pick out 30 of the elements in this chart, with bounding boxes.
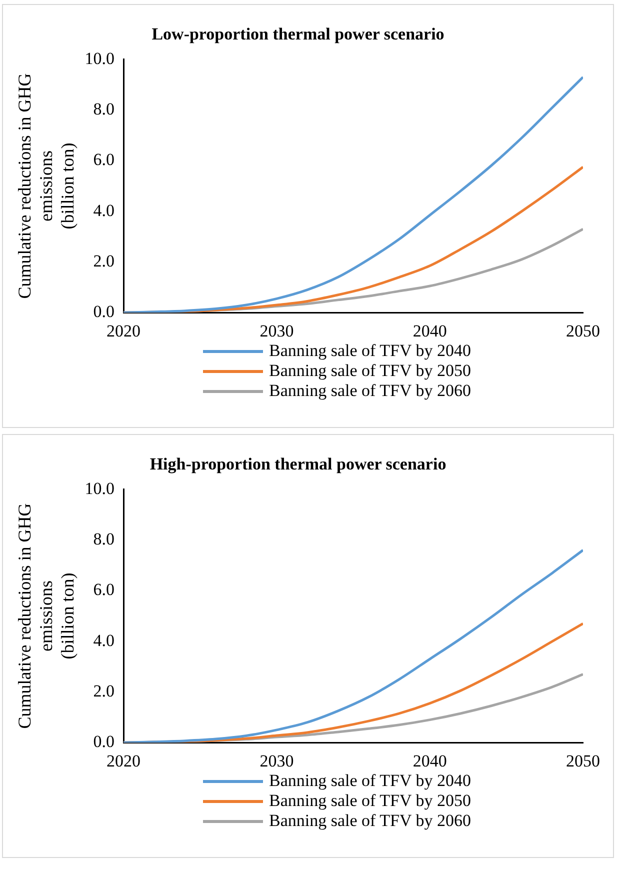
y-tick-label: 8.0 (93, 100, 115, 119)
legend-label: Banning sale of TFV by 2050 (269, 361, 471, 381)
y-tick-label: 0.0 (93, 302, 115, 322)
y-tick-label: 0.0 (93, 732, 115, 752)
legend-label: Banning sale of TFV by 2040 (269, 771, 471, 791)
x-tick-label: 2050 (566, 321, 600, 340)
y-tick-label: 10.0 (84, 48, 115, 68)
legend-label: Banning sale of TFV by 2060 (269, 381, 471, 401)
x-tick-label: 2030 (260, 321, 294, 340)
x-tick-label: 2020 (106, 321, 141, 340)
y-tick-label: 4.0 (93, 630, 115, 650)
legend-label: Banning sale of TFV by 2050 (269, 791, 471, 811)
x-tick-label: 2020 (106, 751, 141, 770)
legend-label: Banning sale of TFV by 2040 (269, 341, 471, 361)
y-tick-label: 2.0 (93, 251, 115, 270)
y-tick-label: 8.0 (93, 530, 115, 549)
y-tick-label: 4.0 (93, 200, 115, 220)
y-axis-title: Cumulative reductions in GHG emissions (billion ton) (14, 73, 78, 299)
y-tick-label: 10.0 (84, 478, 115, 498)
y-tick-label: 6.0 (93, 580, 115, 600)
x-tick-label: 2040 (412, 321, 447, 340)
legend-label: Banning sale of TFV by 2060 (269, 811, 471, 831)
chart-title: High-proportion thermal power scenario (150, 454, 446, 474)
y-axis-title: Cumulative reductions in GHG emissions (billion ton) (14, 503, 78, 729)
chart-title: Low-proportion thermal power scenario (152, 24, 444, 44)
y-tick-label: 2.0 (93, 681, 115, 700)
x-tick-label: 2030 (260, 751, 294, 770)
y-tick-label: 6.0 (93, 150, 115, 170)
x-tick-label: 2040 (412, 751, 447, 770)
x-tick-label: 2050 (566, 751, 600, 770)
